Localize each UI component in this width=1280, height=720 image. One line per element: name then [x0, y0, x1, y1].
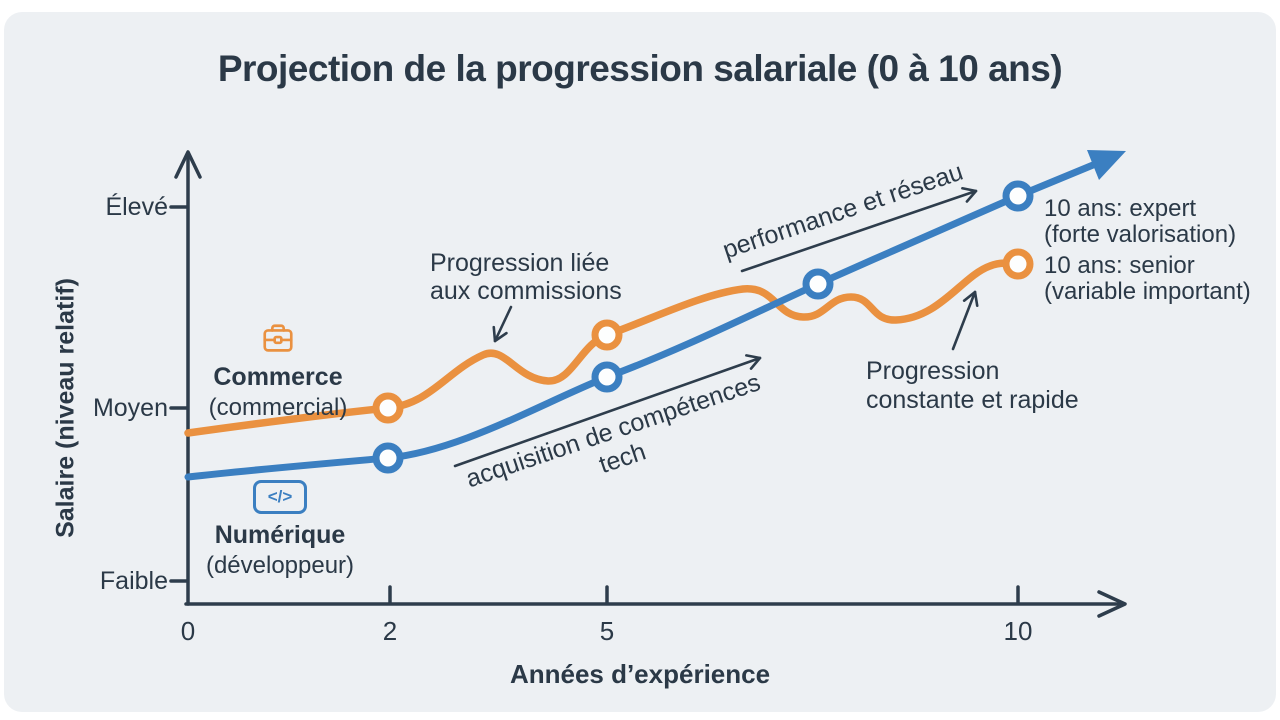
acquisition-arrow [453, 354, 762, 468]
y-tick-label-faible: Faible [99, 567, 168, 595]
x-tick-label-0: 0 [180, 616, 196, 646]
end-label-expert: 10 ans: expert (forte valorisation) [1044, 195, 1237, 248]
constante-arrow [951, 290, 979, 351]
performance-arrow [740, 186, 978, 273]
x-tick-label-5: 5 [599, 616, 615, 646]
legend-commerce-subtitle: (commercial) [208, 393, 348, 421]
legend-commerce-name: Commerce [213, 363, 343, 391]
annotation-commissions: Progression liée aux commissions [430, 249, 622, 305]
end-label-senior: 10 ans: senior (variable important) [1044, 252, 1251, 305]
y-axis-label: Salaire (niveau relatif) [51, 278, 80, 538]
briefcase-icon [263, 324, 293, 352]
x-axis-label: Années d’expérience [509, 659, 771, 689]
commissions-arrow [492, 305, 513, 343]
numerique-line-arrowhead [1087, 150, 1126, 180]
annotation-constante: Progression constante et rapide [866, 357, 1079, 414]
code-icon: </> [253, 480, 307, 514]
x-tick-label-10: 10 [1003, 616, 1033, 646]
chart-title: Projection de la progression salariale (… [217, 48, 1063, 89]
legend-commerce: Commerce (commercial) [176, 320, 380, 421]
y-tick-label-moyen: Moyen [92, 394, 168, 422]
commerce-line [184, 259, 1020, 437]
y-tick-label-eleve: Élevé [105, 193, 168, 221]
legend-numerique-subtitle: (développeur) [205, 551, 355, 579]
x-tick-label-2: 2 [382, 616, 398, 646]
legend-numerique-name: Numérique [214, 521, 346, 549]
commerce-markers [372, 248, 1034, 424]
x-axis-arrowhead [1097, 590, 1127, 618]
legend-numerique: </> Numérique (développeur) [178, 478, 382, 579]
y-axis-arrowhead [174, 150, 202, 179]
numerique-markers [372, 180, 1034, 474]
